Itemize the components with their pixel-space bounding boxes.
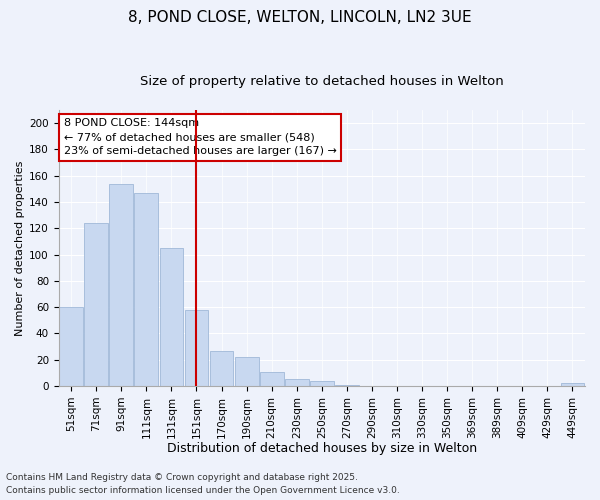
Title: Size of property relative to detached houses in Welton: Size of property relative to detached ho… — [140, 75, 503, 88]
Bar — [335, 384, 359, 386]
Bar — [209, 350, 233, 386]
Text: Contains HM Land Registry data © Crown copyright and database right 2025.
Contai: Contains HM Land Registry data © Crown c… — [6, 474, 400, 495]
Bar — [235, 357, 259, 386]
Text: 8, POND CLOSE, WELTON, LINCOLN, LN2 3UE: 8, POND CLOSE, WELTON, LINCOLN, LN2 3UE — [128, 10, 472, 25]
Bar — [134, 193, 158, 386]
Bar — [185, 310, 208, 386]
Bar — [59, 307, 83, 386]
Bar — [109, 184, 133, 386]
Bar — [260, 372, 284, 386]
Bar — [85, 223, 108, 386]
Bar — [560, 384, 584, 386]
Bar — [310, 380, 334, 386]
Text: 8 POND CLOSE: 144sqm
← 77% of detached houses are smaller (548)
23% of semi-deta: 8 POND CLOSE: 144sqm ← 77% of detached h… — [64, 118, 337, 156]
Bar — [285, 380, 308, 386]
Y-axis label: Number of detached properties: Number of detached properties — [15, 160, 25, 336]
Bar — [160, 248, 184, 386]
X-axis label: Distribution of detached houses by size in Welton: Distribution of detached houses by size … — [167, 442, 477, 455]
